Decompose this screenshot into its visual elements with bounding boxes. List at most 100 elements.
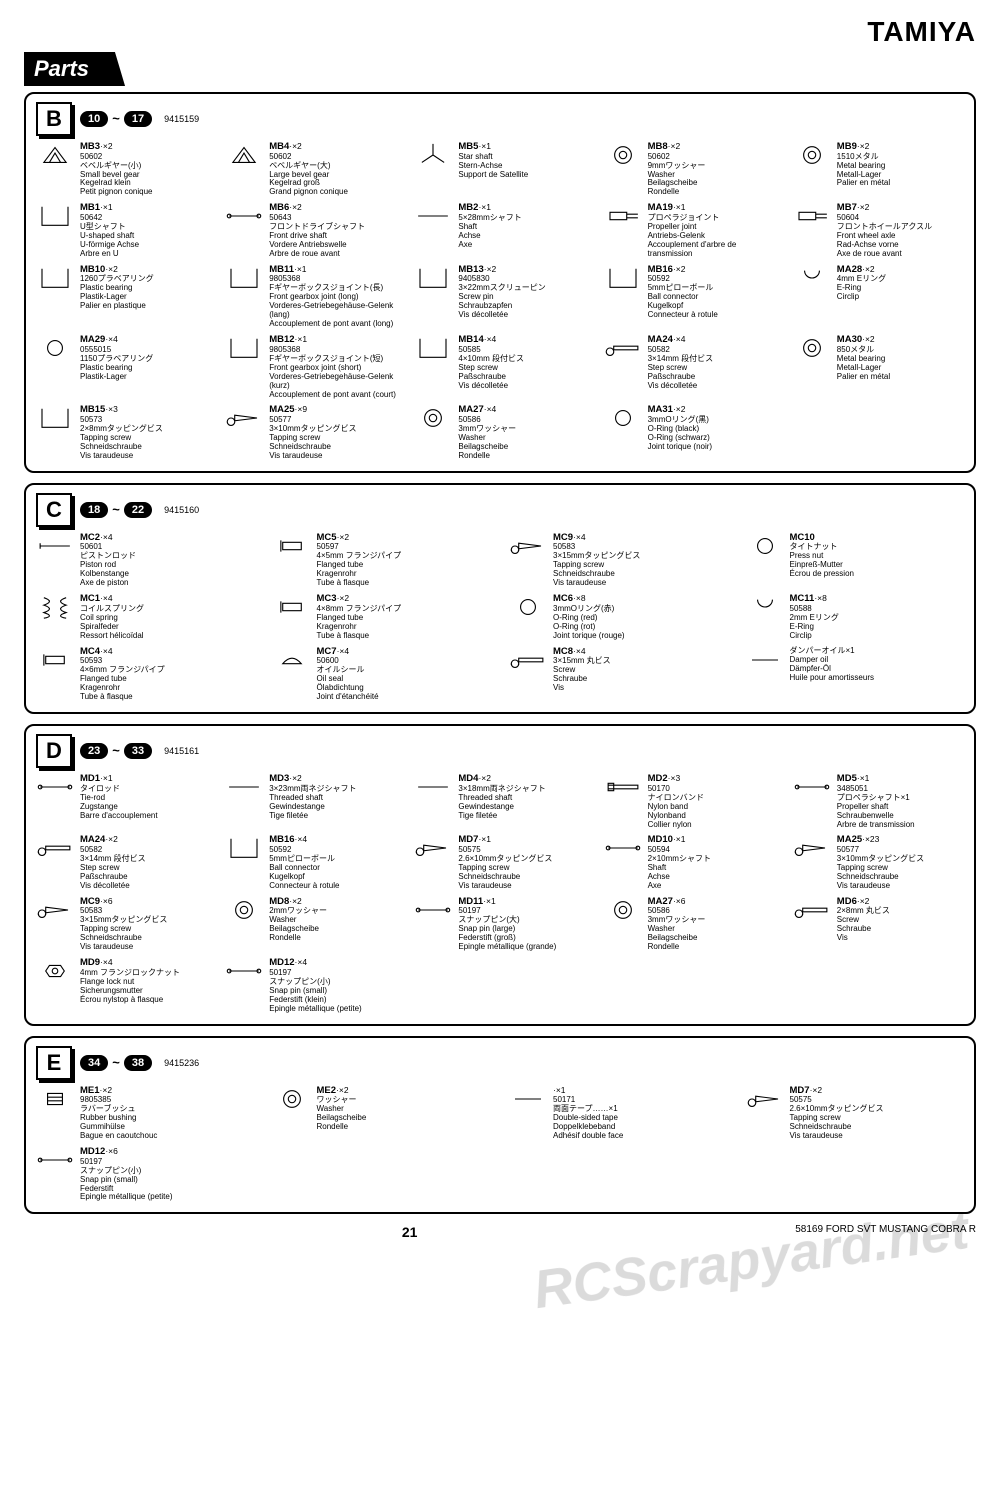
part-desc-line: Accouplement d'arbre de transmission xyxy=(648,241,775,259)
part-qty: ·×1 xyxy=(483,896,496,906)
part-icon xyxy=(604,335,642,361)
part-icon xyxy=(36,594,74,620)
part-desc-line: Vorderes-Getriebegehäuse-Gelenk (lang) xyxy=(269,302,396,320)
part-desc-line: Vis décolletée xyxy=(80,882,146,891)
parts-title: Parts xyxy=(24,52,125,86)
part-id: MC6 xyxy=(553,593,573,604)
part-id: MC9 xyxy=(80,896,100,907)
part-id: MA27 xyxy=(648,896,673,907)
part-desc-line: Vis taraudeuse xyxy=(80,452,163,461)
part-icon xyxy=(36,835,74,861)
part-id: MA25 xyxy=(837,834,862,845)
part-icon xyxy=(793,897,831,923)
bag-number: 9415236 xyxy=(164,1058,199,1068)
part-item: MA25·×23505773×10mmタッピングビスTapping screwS… xyxy=(793,835,964,890)
part-desc-line: Vis taraudeuse xyxy=(790,1132,884,1141)
part-desc-line: Axe de roue avant xyxy=(837,250,932,259)
part-icon xyxy=(36,203,74,229)
part-desc-line: Plastik-Lager xyxy=(80,373,153,382)
part-id: MD2 xyxy=(648,773,668,784)
section-letter: B xyxy=(36,102,72,136)
part-item: MD7·×1505752.6×10mmタッピングビスTapping screwS… xyxy=(414,835,585,890)
part-icon xyxy=(793,335,831,361)
part-item: MA31·×23mmOリング(黒)O-Ring (black)O-Ring (s… xyxy=(604,405,775,460)
part-qty: ·×4 xyxy=(100,646,113,656)
part-item: MC3·×24×8mm フランジパイプFlanged tubeKragenroh… xyxy=(273,594,492,640)
part-desc-line: Vis taraudeuse xyxy=(553,579,640,588)
section-letter: C xyxy=(36,493,72,527)
range-tilde: ~ xyxy=(112,1055,120,1071)
part-desc-line: Connecteur à rotule xyxy=(648,311,718,320)
part-item: MD10·×1505942×10mmシャフトShaftAchseAxe xyxy=(604,835,775,890)
part-icon xyxy=(604,265,642,291)
part-icon xyxy=(36,958,74,984)
part-id: MC3 xyxy=(317,593,337,604)
part-id: MA31 xyxy=(648,404,673,415)
part-desc-line: Adhésif double face xyxy=(553,1132,623,1141)
part-desc-line: Écrou nylstop à flasque xyxy=(80,996,180,1005)
part-id: MB3 xyxy=(80,141,100,152)
part-item: MD6·×22×8mm 丸ビスScrewSchraubeVis xyxy=(793,897,964,952)
part-icon xyxy=(36,647,74,673)
part-id: MD5 xyxy=(837,773,857,784)
part-item: MC4·×4505934×6mm フランジパイプFlanged tubeKrag… xyxy=(36,647,255,702)
part-icon xyxy=(509,533,547,559)
part-id: MA29 xyxy=(80,334,105,345)
part-qty: ·×2 xyxy=(289,773,302,783)
part-qty: ·×6 xyxy=(100,896,113,906)
part-icon xyxy=(273,647,311,673)
part-qty: ·×2 xyxy=(862,334,875,344)
page-footer: 21 58169 FORD SVT MUSTANG COBRA R xyxy=(24,1224,976,1240)
part-desc-line: Joint d'étanchéité xyxy=(317,693,379,702)
part-desc-line: Bague en caoutchouc xyxy=(80,1132,157,1141)
part-id: MC11 xyxy=(790,593,815,604)
part-item: ME2·×2ワッシャーWasherBeilagscheibeRondelle xyxy=(273,1086,492,1141)
part-desc-line: Tube à flasque xyxy=(317,632,402,641)
part-desc-line: Écrou de pression xyxy=(790,570,854,579)
top-bar: TAMIYA xyxy=(24,16,976,48)
part-qty: ·×4 xyxy=(295,834,308,844)
range-from-chip: 10 xyxy=(80,111,108,127)
section-b: B10~179415159MB3·×250602ベベルギヤー(小)Small b… xyxy=(24,92,976,473)
part-item: MB6·×250643フロントドライブシャフトFront drive shaft… xyxy=(225,203,396,258)
part-qty: ·×2 xyxy=(673,404,686,414)
part-item: MC9·×6505833×15mmタッピングビスTapping screwSch… xyxy=(36,897,207,952)
range-tilde: ~ xyxy=(112,111,120,127)
part-icon xyxy=(793,203,831,229)
part-qty: ·×2 xyxy=(105,264,118,274)
part-item: MD1·×1タイロッドTie-rodZugstangeBarre d'accou… xyxy=(36,774,207,829)
part-icon xyxy=(414,835,452,861)
part-desc-line: Palier en métal xyxy=(837,179,890,188)
part-qty: ·×1 xyxy=(478,141,491,151)
part-qty: ·×2 xyxy=(289,141,302,151)
part-desc-line: Joint torique (noir) xyxy=(648,443,712,452)
part-id: MB8 xyxy=(648,141,668,152)
part-id: MB1 xyxy=(80,202,100,213)
part-desc-line: Tube à flasque xyxy=(317,579,402,588)
part-item: MB11·×19805368Fギヤーボックスジョイント(長)Front gear… xyxy=(225,265,396,329)
part-icon xyxy=(509,594,547,620)
part-desc-line: Circlip xyxy=(837,293,886,302)
part-qty: ·×1 xyxy=(478,202,491,212)
part-id: MB7 xyxy=(837,202,857,213)
part-qty: ·×4 xyxy=(673,334,686,344)
page-number: 21 xyxy=(24,1224,795,1240)
part-item: MD12·×450197スナップピン(小)Snap pin (small)Fed… xyxy=(225,958,396,1013)
part-item: MA24·×2505823×14mm 段付ビスStep screwPaßschr… xyxy=(36,835,207,890)
part-qty: ·×2 xyxy=(100,141,113,151)
part-icon xyxy=(36,897,74,923)
part-item: MD2·×350170ナイロンバンドNylon bandNylonbandCol… xyxy=(604,774,775,829)
part-item: MB3·×250602ベベルギヤー(小)Small bevel gearKege… xyxy=(36,142,207,197)
part-desc-line: Rondelle xyxy=(458,452,516,461)
part-item: MD5·×13485051プロペラシャフト×1Propeller shaftSc… xyxy=(793,774,964,829)
part-id: MC2 xyxy=(80,532,100,543)
part-qty: ·×4 xyxy=(573,646,586,656)
part-item: MD11·×150197スナップピン(大)Snap pin (large)Fed… xyxy=(414,897,585,952)
part-icon xyxy=(36,335,74,361)
part-id: MD3 xyxy=(269,773,289,784)
part-item: MC9·×4505833×15mmタッピングビスTapping screwSch… xyxy=(509,533,728,588)
part-desc-line: Joint torique (rouge) xyxy=(553,632,625,641)
bag-number: 9415159 xyxy=(164,114,199,124)
part-icon xyxy=(604,774,642,800)
part-item: MC2·×450601ピストンロッドPiston rodKolbenstange… xyxy=(36,533,255,588)
